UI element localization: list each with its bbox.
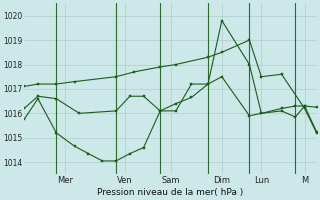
X-axis label: Pression niveau de la mer( hPa ): Pression niveau de la mer( hPa ) (97, 188, 244, 197)
